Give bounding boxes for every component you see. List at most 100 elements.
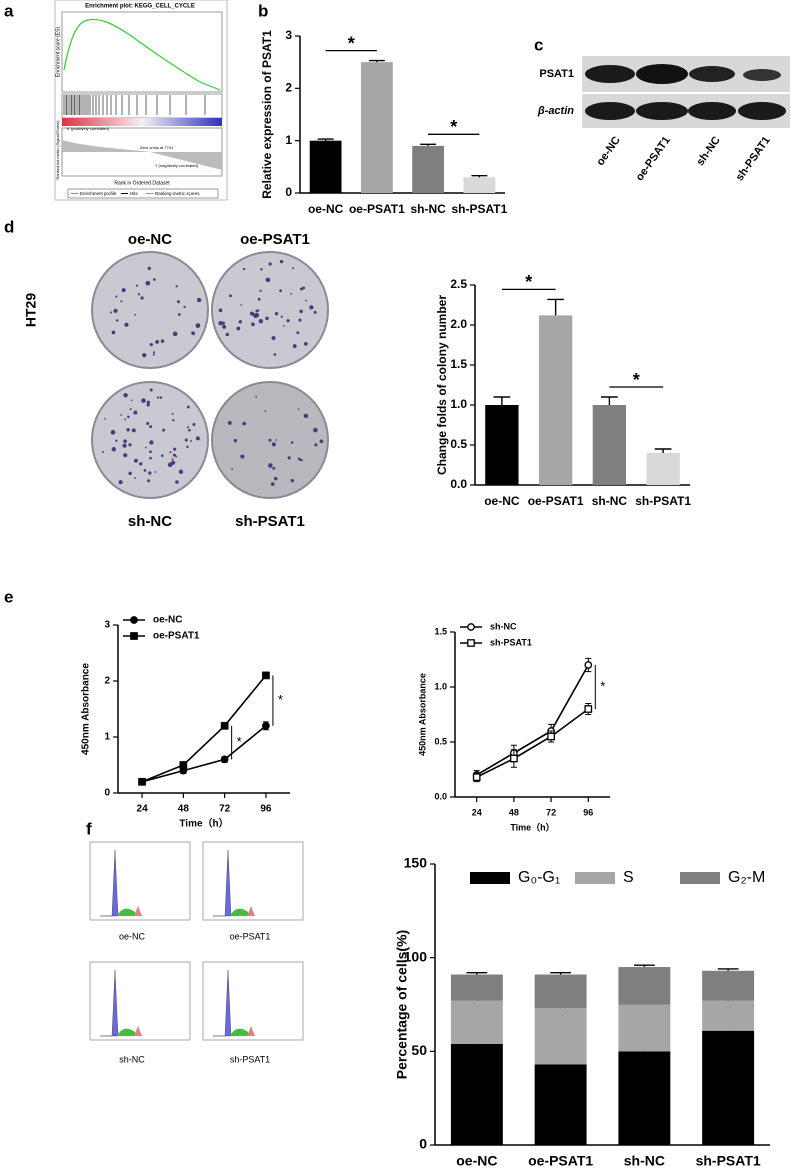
y-tick-label: 0: [285, 185, 292, 199]
y-tick-label: 1.5: [450, 357, 467, 371]
colony: [142, 352, 147, 358]
colony: [184, 438, 188, 442]
x-tick-label: sh-NC: [592, 494, 628, 508]
colony: [124, 418, 127, 421]
colony: [192, 332, 196, 336]
x-tick-label: 24: [472, 807, 482, 817]
colony: [236, 326, 241, 331]
blot-band: [738, 102, 786, 120]
colony: [172, 453, 176, 457]
y-axis-label: 450nm Absorbance: [81, 663, 92, 755]
colony: [140, 296, 144, 300]
colony: [271, 336, 276, 341]
significance-mark: *: [237, 734, 242, 749]
colony: [273, 476, 278, 481]
bar: [309, 140, 342, 193]
colony: [265, 316, 269, 321]
flow-g1: [100, 969, 119, 1037]
blot-band: [689, 66, 735, 82]
error-bar: [717, 968, 739, 971]
colony: [172, 331, 178, 337]
colony: [146, 421, 150, 425]
blot-band: [743, 69, 781, 81]
significance-mark: *: [525, 272, 532, 292]
colony: [135, 284, 139, 287]
colony: [299, 287, 303, 291]
legend-label: oe-PSAT1: [153, 631, 200, 642]
colony: [102, 450, 105, 453]
flow-s: [230, 1028, 248, 1036]
blot-row-label: PSAT1: [539, 68, 574, 80]
legend-swatch: [575, 872, 615, 884]
colony: [167, 462, 173, 468]
gsea-rank-area: [62, 140, 222, 170]
colony: [255, 395, 258, 398]
y-tick-label: 150: [404, 855, 428, 871]
colony: [115, 439, 118, 442]
colony: [139, 462, 143, 466]
flow-s: [230, 908, 248, 916]
colony: [134, 477, 136, 479]
colony: [279, 289, 282, 293]
blot-lane-label: sh-PSAT1: [734, 135, 773, 184]
colony: [146, 403, 150, 407]
panel-label: f: [86, 819, 92, 838]
colony: [126, 428, 130, 432]
y-tick-label: 0.5: [434, 736, 447, 746]
marker: [138, 777, 146, 786]
bar: [412, 145, 445, 193]
blot-row-label: β-actin: [537, 105, 574, 117]
x-tick-label: 96: [583, 807, 593, 817]
gsea-es-box: [61, 11, 223, 93]
y-tick-label: 50: [411, 1042, 427, 1058]
marker: [584, 661, 593, 669]
error-bar: [471, 175, 488, 178]
panel-label: b: [258, 1, 268, 20]
significance-mark: *: [348, 33, 355, 53]
y-tick-label: 0.5: [450, 437, 467, 451]
x-axis-label: Time（h）: [510, 822, 554, 832]
colony: [186, 445, 189, 449]
colony: [292, 344, 297, 348]
gsea-neg-label: 'l' (negatively correlated): [155, 163, 199, 168]
bar-segment: [702, 1030, 755, 1145]
y-tick-label: 2: [104, 676, 110, 687]
gsea-y2-label: Ranked list metric (Signal2Noise): [55, 120, 60, 180]
y-tick-label: 0.0: [450, 477, 467, 491]
colony: [229, 294, 232, 298]
colony: [314, 443, 318, 447]
significance-mark: *: [633, 370, 640, 390]
colony: [290, 441, 294, 444]
colony: [265, 277, 271, 283]
colony: [313, 310, 317, 314]
error-bar: [466, 971, 488, 975]
x-tick-label: sh-PSAT1: [635, 494, 691, 508]
colony: [303, 413, 309, 419]
blot-lane-label: oe-PSAT1: [634, 135, 673, 184]
colony: [149, 425, 153, 429]
colony: [115, 295, 118, 298]
colony: [131, 428, 136, 433]
error-bar: [601, 396, 618, 405]
x-tick-label: oe-NC: [484, 494, 520, 508]
blot-band: [636, 64, 688, 84]
x-tick-label: oe-PSAT1: [528, 1153, 593, 1169]
flow-label: sh-PSAT1: [230, 1054, 270, 1064]
flow-frame: [89, 961, 191, 1041]
y-tick-label: 1.0: [450, 397, 467, 411]
marker: [467, 639, 475, 647]
colony: [118, 480, 123, 485]
colony: [160, 339, 165, 343]
colony: [144, 446, 147, 449]
blot-lane-label: oe-NC: [594, 134, 622, 167]
colony: [149, 342, 153, 347]
bar: [538, 315, 573, 485]
colony: [161, 454, 164, 457]
colony: [313, 427, 318, 433]
colony: [120, 413, 123, 416]
colony: [259, 289, 262, 292]
plate-label: oe-NC: [128, 231, 172, 248]
significance-mark: *: [450, 117, 457, 137]
bar-segment: [534, 1008, 587, 1065]
colony: [268, 438, 272, 442]
